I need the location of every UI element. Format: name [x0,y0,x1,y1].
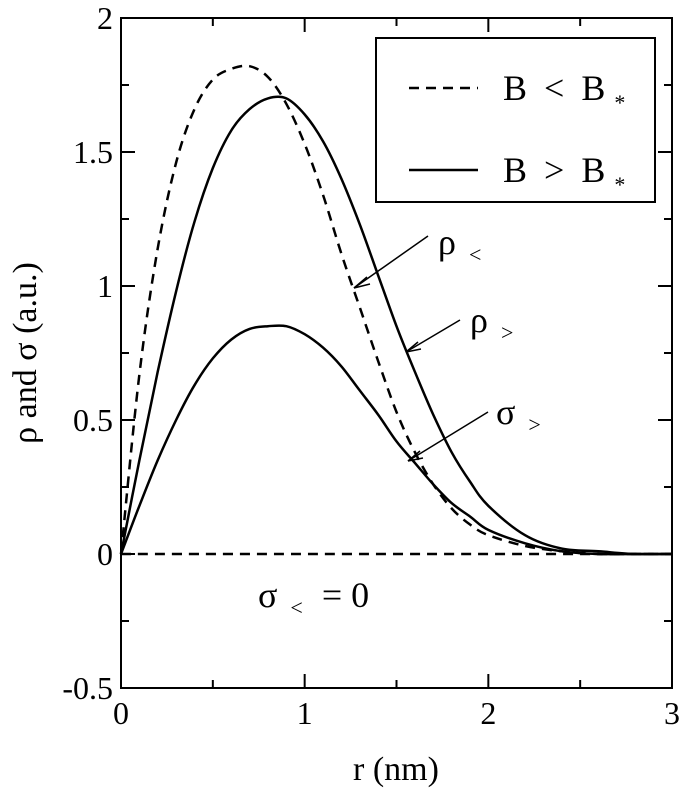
annotation-sigma-greater-symbol: σ [496,392,515,432]
x-axis-title: r (nm) [353,751,439,788]
annotation-sigma-greater: σ > [496,392,541,437]
y-tick-label: 0.5 [73,402,113,438]
legend-entry-2-relation: > [544,150,564,190]
arrow-rho-greater [405,319,461,353]
legend-entry-1-label-2: B [581,68,605,108]
x-tick-label: 3 [664,695,680,731]
legend-entry-2-label-2: B [581,150,605,190]
curves [119,64,673,556]
legend: B < B * B > B * [375,37,656,203]
x-tick-label: 1 [297,695,313,731]
arrowhead-sigma-greater [407,450,424,462]
legend-box [375,37,656,203]
legend-entry-2-sub: * [614,172,625,197]
annotation-sigma-greater-sub: > [528,412,540,437]
annotation-sigma-less-sub: < [290,595,302,620]
plot-frame [120,17,673,689]
y-tick-labels: -0.5 0 0.5 1 1.5 2 [62,0,113,706]
y-tick-label: 0 [97,536,113,572]
series-2-line [119,95,673,556]
legend-entry-1: B < B * [503,68,625,115]
legend-entry-2-label: B [503,150,527,190]
annotation-rho-greater: ρ > [470,300,513,345]
x-tick-labels: 0 1 2 3 [113,695,680,731]
arrowhead-rho-less [353,276,371,289]
y-tick-label: 2 [97,0,113,36]
annotation-rho-less-sub: < [469,242,481,267]
annotation-rho-less-symbol: ρ [438,222,456,262]
legend-entry-1-label: B [503,68,527,108]
y-axis-title: ρ and σ (a.u.) [7,262,44,444]
arrowhead-rho-greater [405,341,422,353]
y-tick-label: -0.5 [62,670,113,706]
annotations: ρ < ρ > σ > σ < = 0 [258,222,541,623]
arrow-sigma-greater [407,411,489,462]
annotation-sigma-less: σ < = 0 [258,575,369,623]
series-3-line [119,324,672,556]
legend-entry-1-sub: * [614,90,625,115]
x-tick-label: 2 [480,695,496,731]
x-tick-label: 0 [113,695,129,731]
annotation-rho-greater-sub: > [501,320,513,345]
annotation-rho-less: ρ < [438,222,481,267]
annotation-sigma-less-eq: = 0 [322,575,369,615]
legend-entry-2: B > B * [503,150,625,197]
y-tick-label: 1.5 [73,134,113,170]
annotation-sigma-less-symbol: σ [258,575,277,615]
legend-entry-1-relation: < [544,68,564,108]
annotation-rho-greater-symbol: ρ [470,300,488,340]
series-1-line [119,64,672,556]
y-tick-label: 1 [97,268,113,304]
arrow-rho-less [353,235,429,289]
